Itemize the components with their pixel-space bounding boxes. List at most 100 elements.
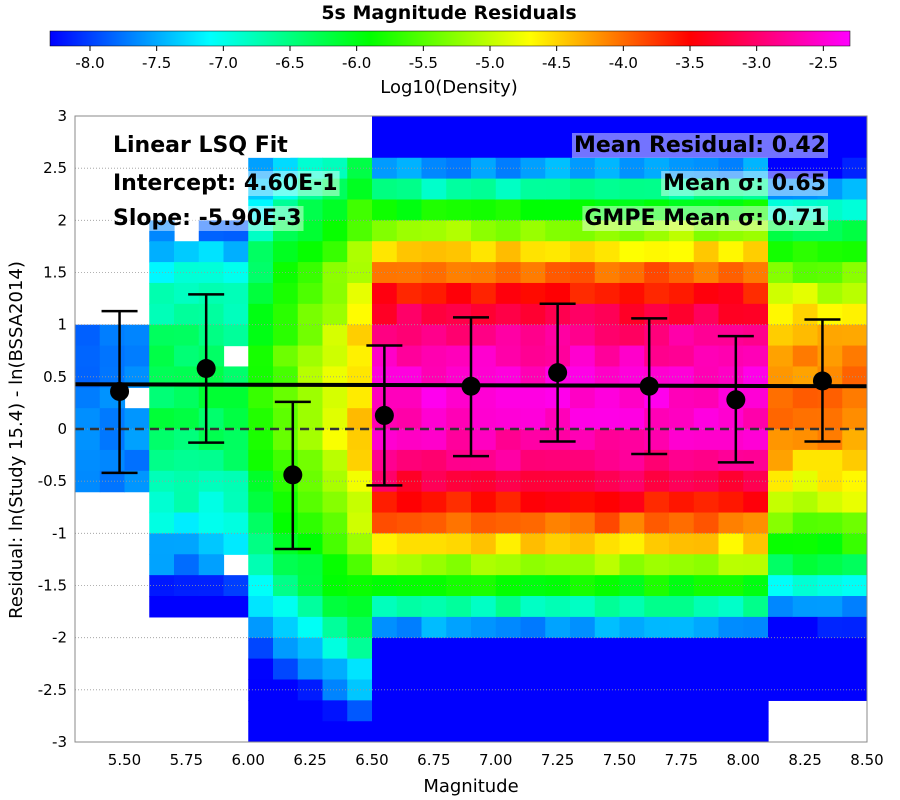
- heatmap-cell: [619, 387, 645, 409]
- heatmap-cell: [792, 679, 819, 701]
- heatmap-cell: [471, 199, 497, 221]
- heatmap-cell: [842, 679, 867, 701]
- heatmap-cell: [693, 596, 720, 618]
- heatmap-cell: [297, 199, 324, 221]
- heatmap-cell: [322, 470, 348, 493]
- heatmap-cell: [297, 554, 324, 576]
- heatmap-cell: [594, 596, 621, 618]
- heatmap-cell: [718, 721, 744, 742]
- heatmap-cell: [297, 366, 324, 388]
- heatmap-cell: [347, 470, 373, 493]
- heatmap-cell: [322, 178, 348, 201]
- heatmap-cell: [372, 512, 398, 534]
- heatmap-cell: [223, 324, 249, 347]
- heatmap-cell: [149, 554, 175, 576]
- heatmap-cell: [792, 178, 819, 201]
- heatmap-cell: [520, 637, 546, 660]
- heatmap-cell: [495, 596, 522, 618]
- heatmap-cell: [347, 721, 373, 742]
- heatmap-cell: [842, 345, 867, 368]
- heatmap-cell: [743, 429, 769, 451]
- heatmap-cell: [669, 387, 695, 409]
- heatmap-cell: [421, 429, 447, 451]
- heatmap-cell: [669, 429, 695, 451]
- heatmap-cell: [718, 345, 744, 368]
- heatmap-cell: [792, 387, 819, 409]
- heatmap-cell: [644, 470, 670, 493]
- heatmap-cell: [347, 345, 373, 368]
- heatmap-cell: [594, 199, 621, 221]
- heatmap-cell: [743, 512, 769, 534]
- heatmap-cell: [495, 658, 522, 681]
- x-tick-label: 8.25: [788, 751, 821, 769]
- heatmap-cell: [545, 637, 571, 660]
- heatmap-cell: [594, 658, 621, 681]
- heatmap-cell: [347, 491, 373, 514]
- heatmap-cell: [396, 136, 423, 159]
- heatmap-cell: [372, 658, 398, 681]
- heatmap-cell: [644, 596, 670, 618]
- heatmap-cell: [347, 220, 373, 242]
- heatmap-cell: [644, 700, 670, 722]
- heatmap-cell: [718, 116, 744, 138]
- heatmap-cell: [669, 533, 695, 555]
- heatmap-cell: [297, 470, 324, 493]
- heatmap-cell: [842, 324, 867, 347]
- heatmap-cell: [322, 658, 348, 681]
- heatmap-cell: [817, 282, 843, 305]
- heatmap-cell: [792, 366, 819, 388]
- heatmap-cell: [273, 220, 299, 242]
- heatmap-cell: [644, 220, 670, 242]
- heatmap-cell: [718, 449, 744, 472]
- heatmap-cell: [471, 220, 497, 242]
- heatmap-cell: [347, 637, 373, 660]
- heatmap-cell: [322, 637, 348, 660]
- heatmap-cell: [322, 512, 348, 534]
- y-tick-label: -1.5: [38, 577, 67, 595]
- heatmap-cell: [570, 512, 596, 534]
- heatmap-cell: [570, 596, 596, 618]
- heatmap-cell: [273, 596, 299, 618]
- heatmap-cell: [570, 449, 596, 472]
- heatmap-cell: [644, 575, 670, 597]
- heatmap-cell: [273, 658, 299, 681]
- heatmap-cell: [372, 199, 398, 221]
- heatmap-cell: [248, 429, 274, 451]
- heatmap-cell: [718, 700, 744, 722]
- heatmap-cell: [446, 303, 472, 326]
- heatmap-cell: [619, 116, 645, 138]
- heatmap-cell: [446, 575, 472, 597]
- heatmap-cell: [693, 178, 720, 201]
- heatmap-cell: [842, 637, 867, 660]
- heatmap-cell: [520, 616, 546, 639]
- y-tick-label: 2.5: [43, 159, 67, 177]
- heatmap-cell: [842, 157, 867, 180]
- heatmap-cell: [693, 616, 720, 639]
- heatmap-cell: [446, 116, 472, 138]
- heatmap-cell: [545, 449, 571, 472]
- heatmap-cell: [619, 408, 645, 430]
- heatmap-cell: [693, 324, 720, 347]
- heatmap-cell: [248, 470, 274, 493]
- heatmap-cell: [248, 700, 274, 722]
- heatmap-cell: [669, 136, 695, 159]
- heatmap-cell: [396, 512, 423, 534]
- heatmap-cell: [149, 575, 175, 597]
- heatmap-cell: [792, 116, 819, 138]
- heatmap-cell: [644, 721, 670, 742]
- heatmap-cell: [619, 178, 645, 201]
- heatmap-cell: [223, 512, 249, 534]
- heatmap-cell: [174, 554, 200, 576]
- heatmap-cell: [99, 324, 126, 347]
- heatmap-cell: [471, 408, 497, 430]
- heatmap-cell: [693, 449, 720, 472]
- heatmap-cell: [842, 366, 867, 388]
- heatmap-cell: [495, 700, 522, 722]
- x-axis-ticks: 5.50 5.75 6.00 6.25 6.50 6.75 7.00 7.25 7.50 7.75…: [108, 751, 884, 769]
- heatmap-cell: [594, 575, 621, 597]
- heatmap-cell: [297, 387, 324, 409]
- heatmap-cell: [248, 721, 274, 742]
- heatmap-cell: [347, 387, 373, 409]
- y-tick-label: -1: [52, 524, 67, 542]
- heatmap-cell: [743, 366, 769, 388]
